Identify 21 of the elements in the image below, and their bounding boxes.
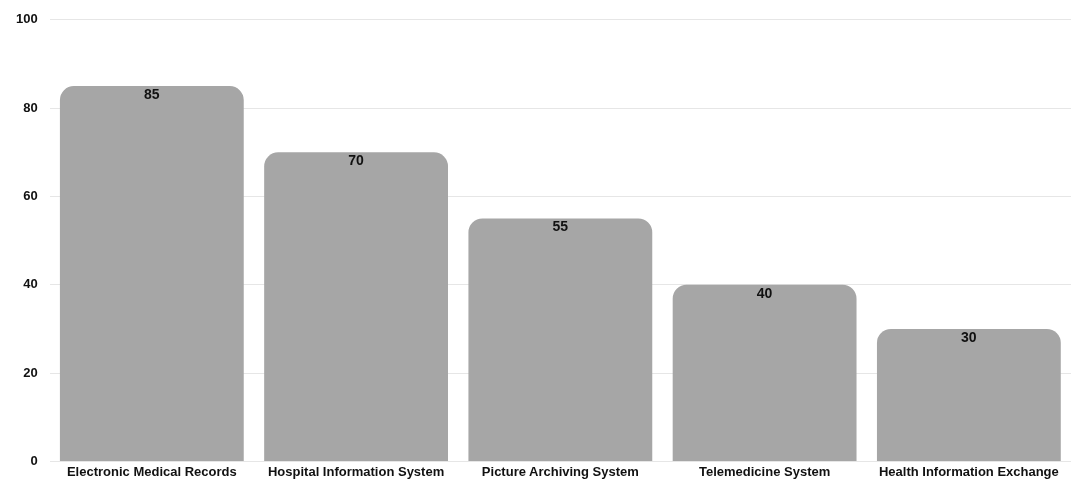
y-tick-label: 0 (30, 452, 38, 468)
bar (59, 86, 244, 461)
data-label: 30 (961, 328, 977, 345)
x-tick-label: Hospital Information System (267, 463, 445, 479)
data-label: 55 (552, 218, 569, 235)
x-tick-label: Electronic Medical Records (66, 463, 237, 479)
data-label: 85 (144, 85, 160, 102)
data-label: 70 (348, 152, 365, 169)
data-label: 40 (756, 284, 773, 301)
y-tick-label: 80 (23, 99, 38, 115)
bar (672, 284, 857, 461)
y-tick-label: 100 (15, 11, 38, 27)
x-tick-label: Health Information Exchange (878, 463, 1059, 479)
y-tick-label: 40 (23, 276, 38, 292)
x-tick-label: Telemedicine System (698, 463, 831, 479)
bar (468, 218, 653, 461)
bar (264, 152, 448, 461)
y-tick-label: 20 (23, 364, 38, 380)
x-tick-label: Picture Archiving System (481, 463, 639, 479)
bar (876, 328, 1061, 461)
y-tick-label: 60 (23, 188, 38, 204)
